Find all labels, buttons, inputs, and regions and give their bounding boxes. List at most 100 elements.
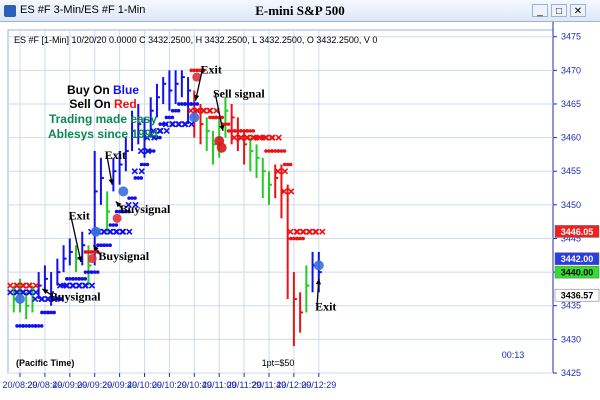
restore-button[interactable]: □: [551, 4, 567, 17]
blue-dot-marker: [176, 108, 181, 113]
blue-x-stop-marker: [19, 289, 26, 296]
price-bar: [137, 103, 142, 145]
red-x-stop-marker: [32, 282, 40, 289]
annotation-arrow: [194, 68, 204, 101]
red-x-stop-marker: [312, 228, 319, 235]
y-tick-label: 3475: [561, 32, 581, 42]
blue-dot-marker: [189, 102, 194, 106]
blue-dot-marker: [92, 270, 97, 274]
blue-x-stop-marker: [44, 295, 51, 303]
red-x-stop-marker: [319, 228, 326, 235]
chart-canvas[interactable]: 3425343034353440344534503455346034653470…: [0, 22, 600, 400]
blue-dot-marker: [33, 324, 38, 328]
annotation-arrowhead: [93, 245, 99, 252]
price-bar: [224, 97, 229, 138]
red-x-stop-marker: [256, 134, 263, 141]
blue-dot-marker: [36, 324, 41, 328]
annotation-label: Sell signal: [213, 86, 265, 100]
blue-dot-marker: [95, 270, 100, 274]
price-bar: [299, 292, 304, 333]
red-dot-marker: [214, 115, 218, 120]
price-bar: [243, 130, 248, 165]
price-bar: [149, 97, 154, 138]
minimize-button[interactable]: _: [532, 4, 548, 17]
red-dot-marker: [226, 129, 231, 133]
sell-on-label: Sell On Red: [69, 97, 136, 111]
blue-x-stop-marker: [181, 120, 188, 128]
x-tick-label: 20/09:29: [77, 380, 112, 390]
blue-x-stop-marker: [119, 228, 126, 235]
annotation-arrowhead: [194, 94, 200, 101]
red-dot-marker: [242, 129, 246, 133]
price-bar: [168, 70, 173, 111]
blue-dot-marker: [158, 122, 162, 126]
blue-dot-marker: [127, 209, 131, 214]
blue-x-stop-marker: [13, 289, 20, 296]
annotation-arrowhead: [77, 256, 83, 263]
blue-dot-marker: [27, 324, 32, 328]
red-x-stop-marker: [13, 282, 20, 289]
blue-dot-marker: [30, 324, 35, 328]
blue-dot-marker: [167, 115, 172, 120]
close-button[interactable]: ✕: [570, 4, 586, 17]
blue-dot-marker: [161, 122, 165, 126]
title-bar[interactable]: ES #F 3-Min/ES #F 1-Min E-mini S&P 500 _…: [0, 0, 600, 22]
red-x-stop-marker: [305, 228, 313, 235]
price-bar: [99, 157, 104, 205]
red-x-stop-marker: [206, 107, 213, 114]
sell-on-text: Sell On: [69, 97, 114, 111]
blue-dot-marker: [180, 102, 184, 106]
price-bar: [118, 151, 123, 185]
red-x-stop-marker: [281, 188, 288, 195]
red-x-stop-marker: [200, 107, 207, 114]
y-tick-label: 3465: [561, 99, 581, 109]
y-tick-label: 3470: [561, 65, 581, 75]
red-dot-marker: [289, 236, 293, 241]
price-bar: [124, 137, 129, 172]
annotation-label: Exit: [315, 299, 336, 313]
buy-on-text: Buy On: [67, 83, 113, 97]
red-x-stop-marker: [275, 134, 282, 141]
exit-signal-marker: [112, 213, 122, 223]
blue-dot-marker: [105, 243, 109, 248]
annotation-arrowhead: [115, 201, 122, 208]
red-dot-marker: [189, 68, 194, 73]
price-tag-label: 3440.00: [561, 268, 594, 278]
blue-dot-marker: [55, 297, 60, 301]
red-dot-marker: [301, 236, 305, 241]
blue-x-stop-marker: [100, 228, 107, 235]
blue-dot-marker: [43, 310, 47, 315]
blue-dot-marker: [139, 162, 144, 167]
price-bar: [62, 245, 67, 273]
bar-countdown: 00:13: [502, 350, 525, 360]
blue-dot-marker: [52, 297, 57, 301]
sell-signal-marker: [216, 142, 227, 153]
blue-x-stop-marker: [168, 120, 176, 128]
blue-dot-marker: [71, 277, 75, 281]
blue-dot-marker: [127, 196, 131, 200]
x-tick-label: 20/10:09: [127, 380, 162, 390]
buy-signal-marker: [189, 112, 200, 123]
price-tag-box: [554, 252, 600, 265]
price-bar: [255, 144, 260, 178]
annotation-label: Exit: [69, 209, 90, 223]
x-tick-label: 20/08:29: [2, 380, 37, 390]
blue-dot-marker: [21, 324, 26, 328]
x-tick-label: 20/12:09: [276, 380, 311, 390]
point-value-label: 1pt=$50: [262, 358, 295, 368]
blue-x-stop-marker: [150, 127, 157, 135]
x-tick-label: 20/10:49: [177, 380, 212, 390]
red-dot-marker: [89, 250, 94, 254]
timezone-label: (Pacific Time): [16, 358, 74, 368]
price-bar: [199, 103, 204, 145]
blue-x-stop-marker: [126, 228, 133, 235]
red-x-stop-marker: [287, 228, 294, 235]
red-dot-marker: [264, 149, 268, 153]
blue-dot-marker: [148, 149, 153, 153]
red-dot-marker: [92, 250, 97, 254]
blue-dot-marker: [89, 270, 94, 274]
red-dot-marker: [233, 129, 237, 133]
price-bar: [249, 137, 254, 172]
y-tick-label: 3435: [561, 301, 581, 311]
